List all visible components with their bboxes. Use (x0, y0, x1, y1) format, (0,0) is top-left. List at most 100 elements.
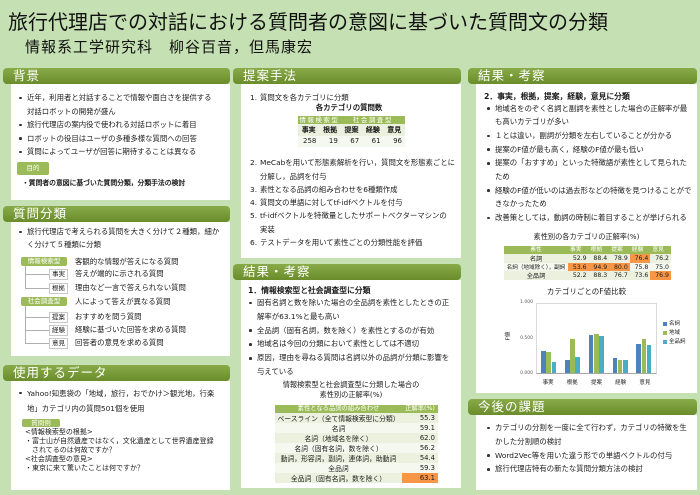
step-number: 6. (250, 238, 258, 248)
bullet-icon (487, 467, 490, 471)
bullet-item: 地域名をのぞく名詞と副詞を素性とした場合の正解率が最 も高いカテゴリが多い (486, 102, 691, 129)
category-desc: 人によって答えが異なる質問 (75, 297, 171, 306)
x-tick-label: 提案 (590, 380, 602, 386)
bullet-item: 原因，理由を尋ねる質問は名詞以外の品詞が分類に影響を 与えている (248, 351, 449, 379)
table-cell: 61 (362, 135, 384, 147)
bullet-icon (487, 107, 490, 110)
category-badge-info-search: 情報検索型 (21, 257, 67, 266)
table-header-cell: 事実 (568, 246, 589, 254)
binary-accuracy-table: 素性となる品詞の組み合わせ 正解率(%) ベースライン（全て情報検索型に分類） 5… (275, 405, 438, 483)
example-line: <情報検索型の根拠> (25, 428, 93, 437)
table-header-cell: 事実 (298, 124, 320, 136)
classification-heading: 質問分類 (3, 206, 230, 222)
x-tick-label: 意見 (639, 380, 651, 386)
step-text: テストデータを用いて素性ごとの分類性能を評価 (260, 238, 423, 248)
subcategory-desc: 理由など一言で答えられない質問 (75, 283, 186, 292)
tree-line (25, 342, 49, 344)
bullet-text: Word2Vec等を用いた違う形での単語ベクトルの付与 (495, 450, 673, 460)
bullet-text: 固有名詞と数を除いた場合の全品詞を素性としたときの正 解率が63.1%と最も高い (257, 298, 450, 321)
legend-swatch-icon (663, 339, 667, 344)
subcategory-box-proposal: 提案 (49, 312, 68, 323)
table-cell: 67 (340, 135, 363, 147)
table-cell: 78.9 (609, 254, 630, 263)
chart-bar (612, 358, 618, 373)
legend-label: 全品詞 (669, 339, 686, 345)
table-cell: 59.1 (402, 423, 438, 433)
bullet-text: 旅行代理店の案内役で使われる対話ロボットに着目 (27, 120, 197, 129)
bullet-text: 経験のF値が低いのは過去形などの特徴を見つけることがで きなかったため (495, 185, 692, 209)
table-header-cell: 経験 (362, 124, 384, 136)
dataset-heading: 使用するデータ (3, 365, 230, 381)
subcategory-desc: 回答者の意見を求める質問 (75, 338, 164, 347)
bullet-icon (19, 96, 22, 100)
bullet-item: 全品詞（固有名詞，数を除く）を素性とするのが有効 (248, 324, 449, 338)
x-tick-label: 事実 (542, 380, 554, 386)
bullet-icon (19, 123, 22, 127)
results2-subheading: 2．事実，根拠，提案，経験，意見に分類 (484, 92, 630, 101)
table-cell: 53.6 (568, 263, 589, 271)
table-cell: ベースライン（全て情報検索型に分類） (275, 413, 402, 423)
table-cell: 75.0 (650, 263, 671, 271)
legend-swatch-icon (663, 321, 667, 326)
method-heading: 提案手法 (233, 68, 461, 84)
chart-bar (593, 333, 599, 373)
chart-title: カテゴリごとのF値比較 (546, 287, 627, 296)
step-number: 1. (250, 92, 258, 102)
bullet-text: 近年，利用者と対話することで情報や面白さを提供する 対話ロボットの開発が盛ん (27, 93, 212, 116)
background-heading: 背景 (3, 68, 230, 84)
bullet-item: カテゴリの分割を一度に全て行わず，カテゴリの特徴を生 かした分割順の検討 (486, 421, 687, 448)
step-number: 2. (250, 158, 258, 168)
results2-bullets: 地域名をのぞく名詞と副詞を素性とした場合の正解率が最 も高いカテゴリが多い １と… (486, 102, 691, 225)
table-header-cell: 提案 (609, 246, 630, 254)
tree-line (25, 306, 26, 343)
table-cell: 52.2 (568, 271, 589, 280)
table-header-cell: 意見 (650, 246, 671, 254)
results1-body: 1．情報検索型と社会調査型に分類 固有名詞と数を除いた場合の全品詞を素性としたと… (241, 280, 461, 488)
bullet-item: 旅行代理店特有の新たな質問分類方法の検討 (486, 462, 687, 476)
bullet-icon (19, 150, 22, 154)
bullet-item: 地域名は今回の分類において素性としては不適切 (248, 337, 449, 351)
table-cell: 258 (298, 135, 320, 147)
table-cell: 名詞（地域除く），副詞 (504, 263, 568, 271)
table-cell: 76.2 (650, 254, 671, 263)
table-cell: 88.3 (588, 271, 610, 280)
step-item: 5. tf-idfベクトルを特徴量としたサポートベクターマシンの 実装 (250, 209, 455, 236)
step-text: 質問文の単語に対してtf-idfベクトルを付与 (260, 198, 403, 208)
accuracy-table-caption: 情報検索型と社会調査型に分類した場合の 素性別の正解率(%) (282, 380, 420, 399)
subcategory-box-reason: 根拠 (49, 283, 68, 294)
y-tick-label: 0.000 (520, 371, 533, 376)
subcategory-box-fact: 事実 (49, 269, 68, 280)
subcategory-desc: 経験に基づいた回答を求める質問 (75, 325, 186, 334)
chart-bar (541, 351, 546, 373)
table-cell: 54.4 (402, 453, 438, 463)
table-header-cell: 提案 (340, 124, 363, 136)
bullet-item: 旅行代理店の案内役で使われる対話ロボットに着目 (18, 118, 212, 132)
chart-bar (646, 345, 652, 373)
table-header-cell: 素性となる品詞の組み合わせ (275, 405, 402, 413)
table-group-header: 社会調査型 (340, 116, 405, 124)
bullet-icon (249, 356, 252, 360)
table-cell: 52.9 (568, 254, 589, 263)
bullet-icon (487, 148, 490, 151)
table-cell: 名詞 (504, 254, 568, 263)
tree-line (25, 329, 49, 331)
table-cell: 55.3 (402, 413, 438, 423)
chart-legend: 名詞 地域 全品詞 (663, 320, 686, 347)
table-header-cell: 正解率(%) (402, 405, 438, 413)
chart-bar (588, 334, 594, 373)
poster-title: 旅行代理店での対話における質問者の意図に基づいた質問文の分類 (8, 10, 608, 34)
results2-heading: 結果・考察 (468, 68, 697, 84)
purpose-text: ・質問者の意図に基づいた質問分類，分類手法の検討 (22, 179, 186, 187)
table-cell: 名詞（固有名詞，数を除く） (275, 443, 402, 453)
future-work-bullets: カテゴリの分割を一度に全て行わず，カテゴリの特徴を生 かした分割順の検討 Wor… (486, 421, 687, 476)
bullet-text: 改善策としては，動詞の時制に着目することが挙げられる (495, 213, 687, 223)
poster-authors: 情報系工学研究科 柳谷百音，但馬康宏 (25, 38, 314, 56)
legend-swatch-icon (663, 330, 667, 335)
bullet-icon (487, 426, 490, 430)
category-accuracy-caption: 素性別の各カテゴリの正解率(%) (533, 232, 640, 241)
subcategory-box-experience: 経験 (49, 325, 68, 336)
step-number: 3. (250, 184, 258, 194)
results1-heading: 結果・考察 (233, 264, 461, 280)
results1-subheading: 1．情報検索型と社会調査型に分類 (248, 286, 371, 295)
legend-item: 地域 (663, 329, 686, 338)
